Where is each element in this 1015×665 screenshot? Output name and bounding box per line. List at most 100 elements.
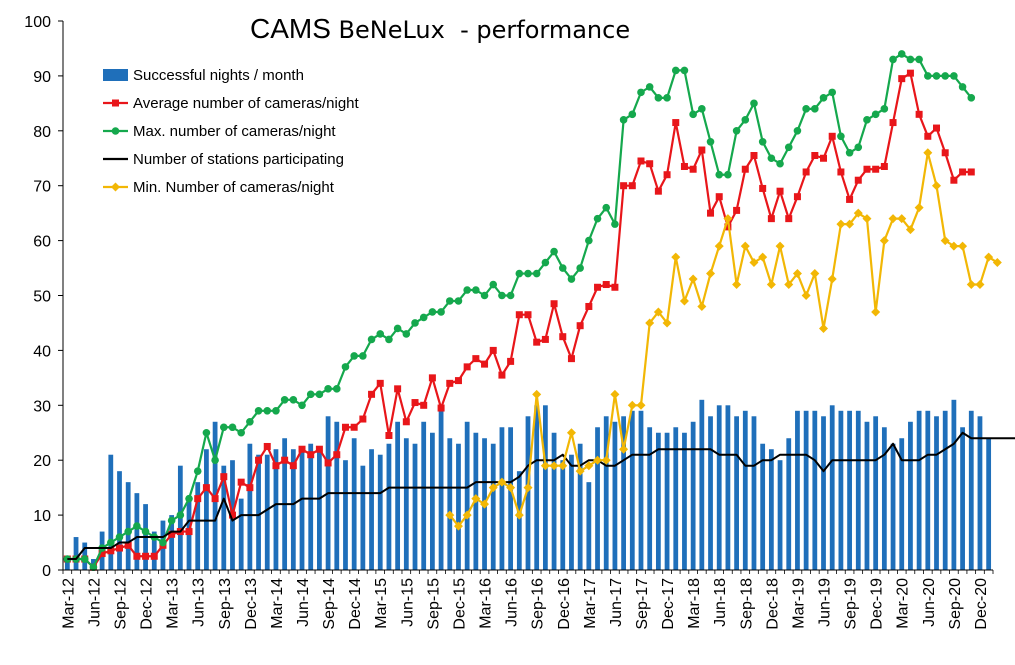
average-number-of-cameras-night-point	[289, 462, 297, 470]
max-number-of-cameras-night-point	[732, 127, 741, 135]
average-number-of-cameras-night-point	[368, 390, 376, 398]
bar-successful-nights	[647, 427, 653, 570]
max-number-of-cameras-night-point	[654, 94, 663, 102]
bar-successful-nights	[247, 443, 253, 570]
max-number-of-cameras-night-point	[115, 533, 124, 541]
max-number-of-cameras-night-point	[550, 247, 558, 256]
bar-successful-nights	[890, 443, 896, 570]
x-tick-label: Dec-18	[764, 578, 781, 630]
max-number-of-cameras-night-point	[819, 94, 828, 102]
bar-successful-nights	[395, 421, 401, 570]
x-tick-label: Sep-13	[217, 578, 234, 630]
average-number-of-cameras-night-point	[307, 451, 315, 459]
min-number-of-cameras-night-point	[453, 521, 463, 531]
max-number-of-cameras-night-point	[558, 264, 567, 272]
chart-title-main: CAMS	[250, 13, 331, 44]
bar-successful-nights	[569, 454, 574, 570]
min-number-of-cameras-night-point	[932, 181, 942, 191]
min-number-of-cameras-night-point	[688, 274, 698, 284]
max-number-of-cameras-night-point	[107, 538, 115, 547]
legend-max-number-of-cameras-night-point	[111, 127, 120, 135]
average-number-of-cameras-night-point	[654, 187, 662, 195]
x-tick-labels: Mar-12 Jun-12 Sep-12 Dec-12 Mar-13 Jun-13 Sep-…	[60, 578, 990, 630]
max-number-of-cameras-night-point	[315, 390, 324, 399]
bar-successful-nights	[595, 427, 600, 570]
min-number-of-cameras-night-point	[801, 291, 811, 300]
min-number-of-cameras-night-point	[853, 208, 863, 218]
y-tick-label: 100	[24, 14, 51, 31]
max-number-of-cameras-night-point	[480, 291, 489, 300]
max-number-of-cameras-night-point	[663, 94, 671, 102]
min-number-of-cameras-night-point	[888, 214, 898, 224]
average-number-of-cameras-night-point	[437, 404, 445, 412]
average-number-of-cameras-night-point	[750, 152, 758, 160]
average-number-of-cameras-night-point	[489, 346, 497, 354]
bar-successful-nights	[855, 410, 861, 570]
y-tick-label: 80	[33, 124, 51, 141]
bar-successful-nights	[577, 443, 583, 570]
bar-successful-nights	[838, 410, 844, 570]
max-number-of-cameras-night-point	[211, 456, 219, 465]
average-number-of-cameras-night-point	[385, 431, 393, 439]
max-number-of-cameras-night-point	[202, 428, 211, 437]
average-number-of-cameras-night-point	[611, 283, 619, 291]
bar-successful-nights	[317, 449, 322, 570]
bar-successful-nights	[795, 410, 800, 570]
min-number-of-cameras-night-point	[845, 219, 855, 229]
bar-successful-nights	[786, 438, 792, 570]
min-number-of-cameras-night-point	[784, 280, 794, 290]
x-tick-label: Mar-17	[582, 578, 599, 629]
x-tick-label: Jun-16	[504, 578, 521, 627]
bar-successful-nights	[351, 438, 357, 570]
min-number-of-cameras-night-point	[810, 269, 820, 279]
bar-successful-nights	[699, 399, 705, 570]
min-number-of-cameras-night-point	[940, 236, 950, 246]
average-number-of-cameras-night-point	[255, 456, 263, 464]
max-number-of-cameras-night-point	[767, 154, 776, 163]
x-tick-label: Dec-13	[243, 578, 260, 630]
bar-successful-nights	[908, 421, 913, 570]
max-number-of-cameras-night-point	[498, 291, 506, 300]
legend-label-number-of-stations-participating: Number of stations participating	[133, 151, 344, 168]
bar-successful-nights	[847, 410, 852, 570]
average-number-of-cameras-night-point	[585, 302, 593, 310]
legend-min-number-of-cameras-night-point	[111, 182, 120, 192]
max-number-of-cameras-night-point	[602, 203, 611, 212]
bar-successful-nights	[777, 460, 783, 570]
x-tick-label: Jun-14	[295, 578, 312, 627]
x-tick-label: Dec-14	[347, 578, 364, 630]
y-tick-label: 10	[33, 508, 51, 525]
x-tick-label: Sep-19	[843, 578, 860, 630]
max-number-of-cameras-night-point	[532, 269, 541, 278]
max-number-of-cameras-night-point	[237, 428, 245, 437]
bar-successful-nights	[716, 405, 722, 570]
max-number-of-cameras-night-point	[272, 406, 280, 415]
average-number-of-cameras-night-point	[98, 550, 106, 558]
max-number-of-cameras-night-point	[472, 286, 480, 294]
bar-successful-nights	[169, 515, 175, 570]
max-number-of-cameras-night-point	[506, 291, 515, 300]
x-tick-label: Mar-12	[60, 578, 77, 629]
average-number-of-cameras-night-point	[142, 552, 150, 560]
bar-successful-nights	[934, 416, 939, 570]
max-number-of-cameras-night-point	[159, 538, 167, 547]
max-number-of-cameras-night-point	[958, 83, 967, 91]
legend-average-number-of-cameras-night-point	[112, 99, 119, 107]
average-number-of-cameras-night-point	[298, 445, 306, 453]
min-number-of-cameras-night-point	[923, 148, 933, 158]
max-number-of-cameras-night-point	[932, 72, 941, 80]
max-number-of-cameras-night-point	[393, 324, 402, 333]
series-number-of-stations-participating	[67, 431, 1015, 561]
max-number-of-cameras-night-point	[863, 116, 871, 124]
average-number-of-cameras-night-point	[359, 415, 367, 423]
max-number-of-cameras-night-point	[454, 297, 463, 305]
bar-successful-nights	[299, 449, 305, 570]
max-number-of-cameras-night-point	[246, 417, 254, 426]
x-tick-label: Sep-17	[634, 578, 651, 630]
bar-successful-nights	[708, 416, 713, 570]
bar-successful-nights	[125, 482, 131, 570]
average-number-of-cameras-night-point	[628, 182, 636, 190]
max-number-of-cameras-night-point	[80, 555, 89, 563]
min-number-of-cameras-night-point	[827, 274, 837, 284]
bars-layer	[64, 399, 992, 570]
